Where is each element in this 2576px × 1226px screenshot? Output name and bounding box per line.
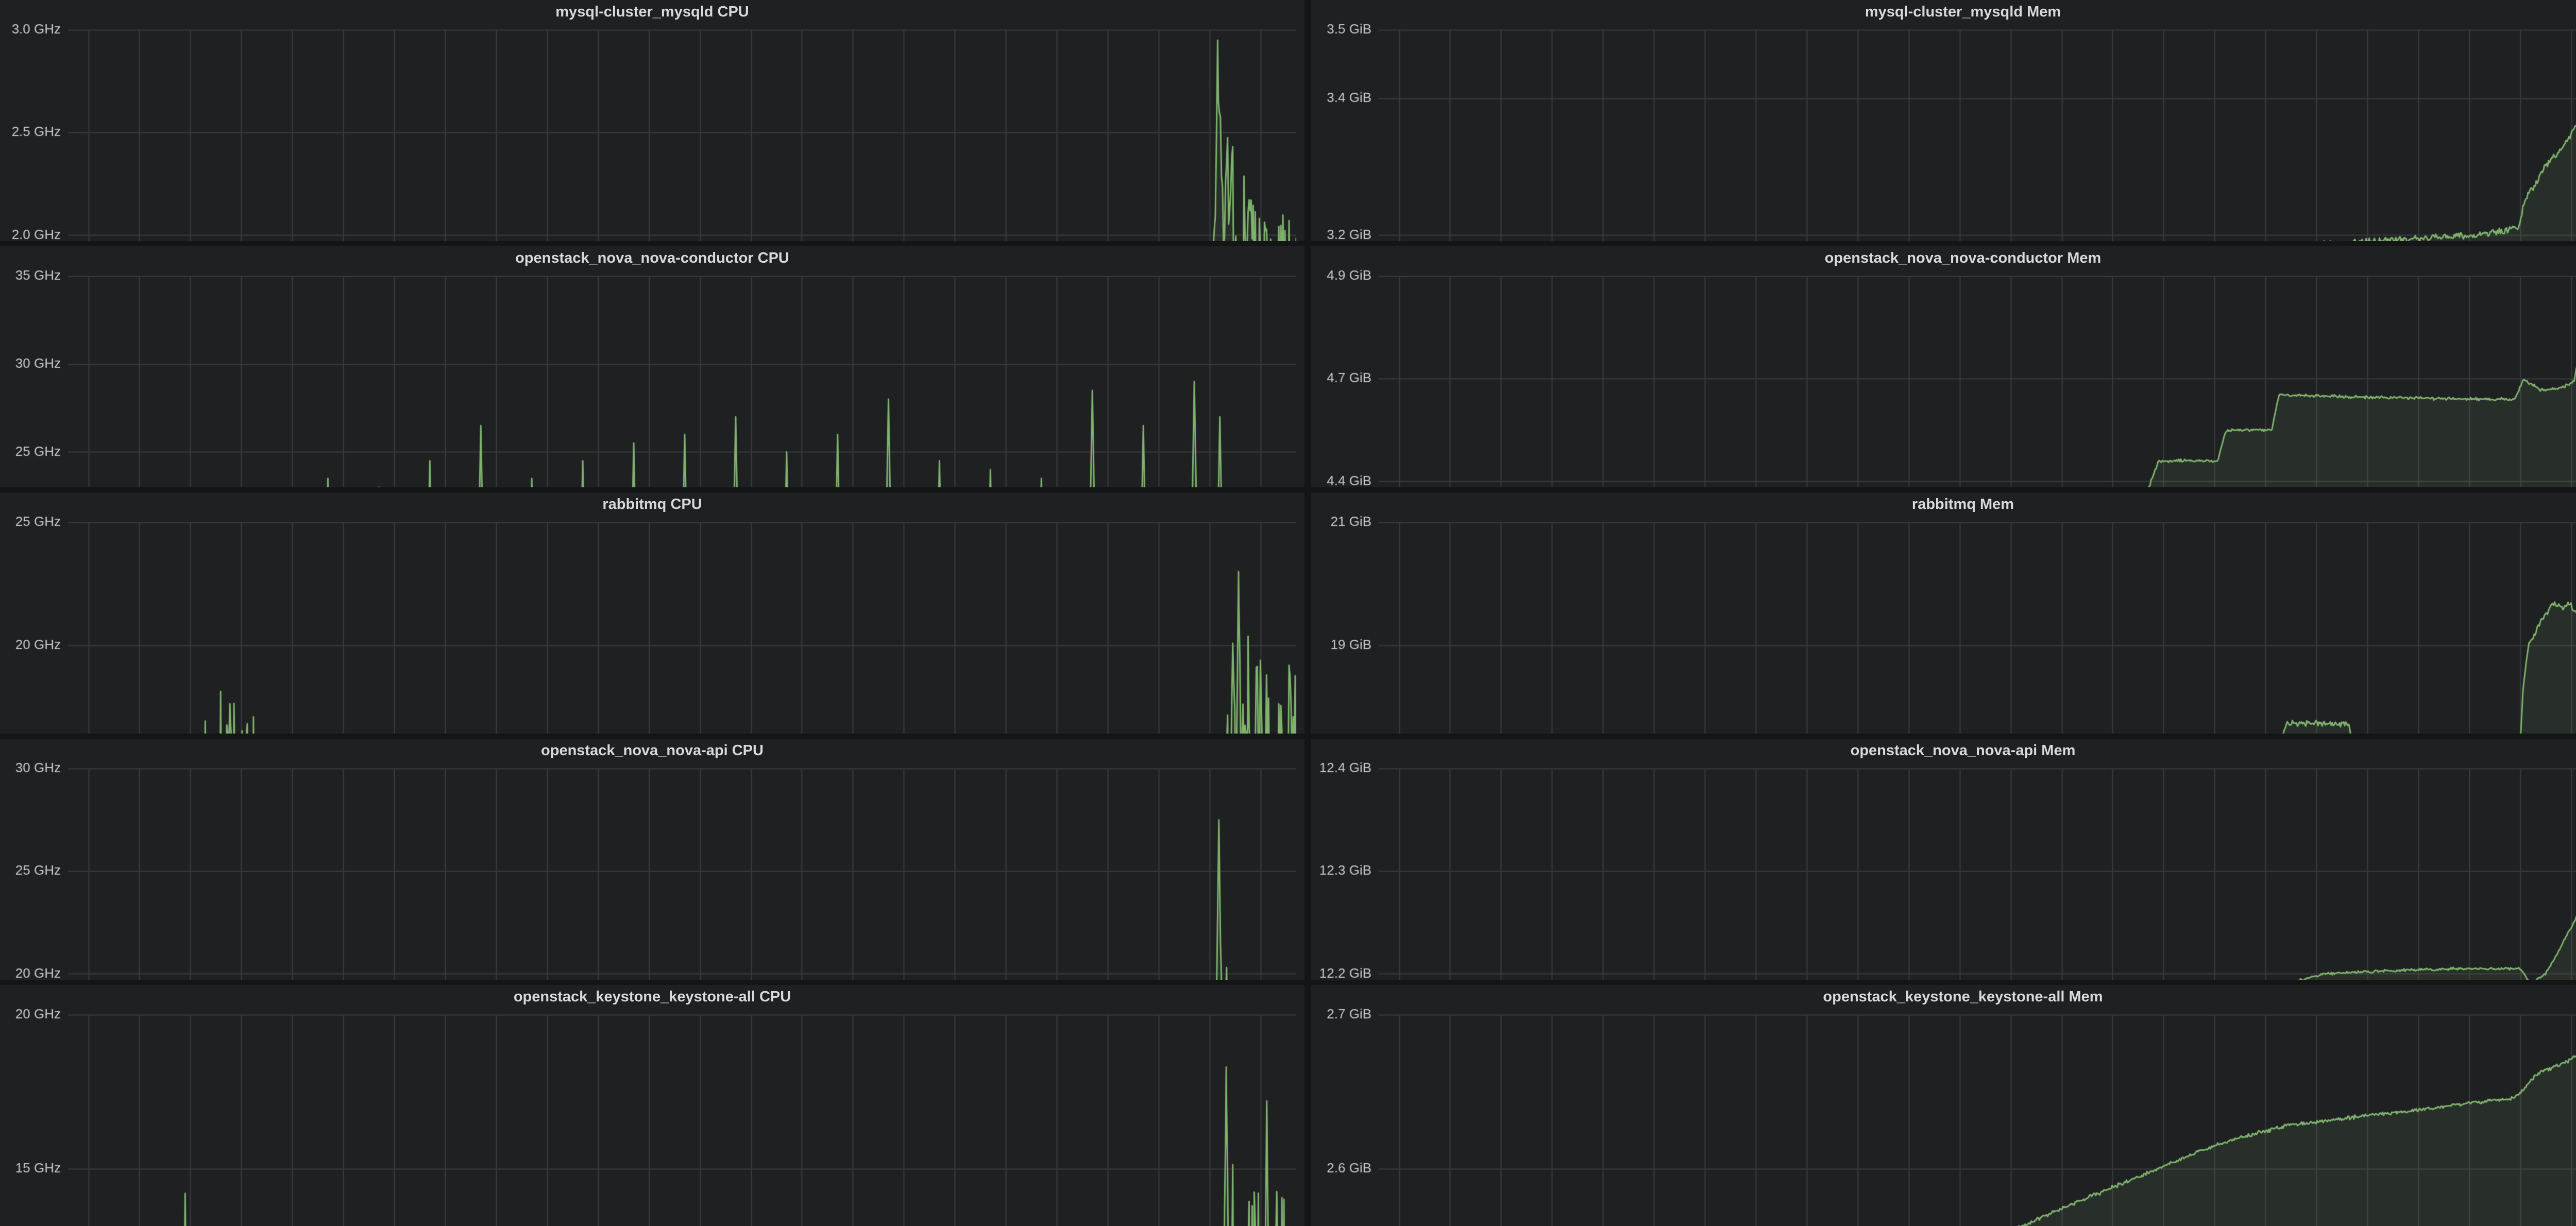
panel-openstack-keystone-keystone-all-mem: openstack_keystone_keystone-all Mem ea13… [1311,985,2576,1226]
chart-openstack-nova-nova-conductor-mem[interactable] [1311,269,2576,487]
panel-rabbitmq-cpu: rabbitmq CPU 830d2316 [0,492,1304,734]
chart-rabbitmq-mem[interactable] [1311,515,2576,734]
panel-title[interactable]: openstack_keystone_keystone-all Mem [1823,989,2103,1005]
panel-openstack-keystone-keystone-all-cpu: openstack_keystone_keystone-all CPU ea13… [0,985,1304,1226]
panel-mysql-cluster-mysqld-mem: mysql-cluster_mysqld Mem 1ee70389 [1311,0,2576,241]
panel-title[interactable]: openstack_keystone_keystone-all CPU [513,989,791,1005]
panel-openstack-nova-nova-api-mem: openstack_nova_nova-api Mem 82b7ba97 [1311,739,2576,980]
chart-rabbitmq-cpu[interactable] [0,515,1304,734]
chart-openstack-keystone-keystone-all-cpu[interactable] [0,1008,1304,1226]
panel-title[interactable]: openstack_nova_nova-conductor Mem [1824,250,2102,266]
chart-openstack-nova-nova-api-mem[interactable] [1311,761,2576,980]
panel-openstack-nova-nova-conductor-cpu: openstack_nova_nova-conductor CPU 48ca96… [0,246,1304,487]
chart-openstack-nova-nova-api-cpu[interactable] [0,761,1304,980]
panel-openstack-nova-nova-api-cpu: openstack_nova_nova-api CPU 82b7ba97 [0,739,1304,980]
panel-title[interactable]: openstack_nova_nova-conductor CPU [515,250,789,266]
panel-title[interactable]: openstack_nova_nova-api CPU [541,742,764,759]
chart-openstack-nova-nova-conductor-cpu[interactable] [0,269,1304,487]
panel-title[interactable]: rabbitmq Mem [1911,496,2014,513]
panel-title[interactable]: openstack_nova_nova-api Mem [1850,742,2076,759]
panel-openstack-nova-nova-conductor-mem: openstack_nova_nova-conductor Mem 48ca96… [1311,246,2576,487]
panel-mysql-cluster-mysqld-cpu: mysql-cluster_mysqld CPU 1ee70389 [0,0,1304,241]
chart-openstack-keystone-keystone-all-mem[interactable] [1311,1008,2576,1226]
panel-title[interactable]: mysql-cluster_mysqld CPU [555,4,749,20]
panel-title[interactable]: mysql-cluster_mysqld Mem [1865,4,2061,20]
chart-mysql-cluster-mysqld-mem[interactable] [1311,23,2576,241]
panel-rabbitmq-mem: rabbitmq Mem 830d2316 [1311,492,2576,734]
panel-title[interactable]: rabbitmq CPU [602,496,702,513]
chart-mysql-cluster-mysqld-cpu[interactable] [0,23,1304,241]
